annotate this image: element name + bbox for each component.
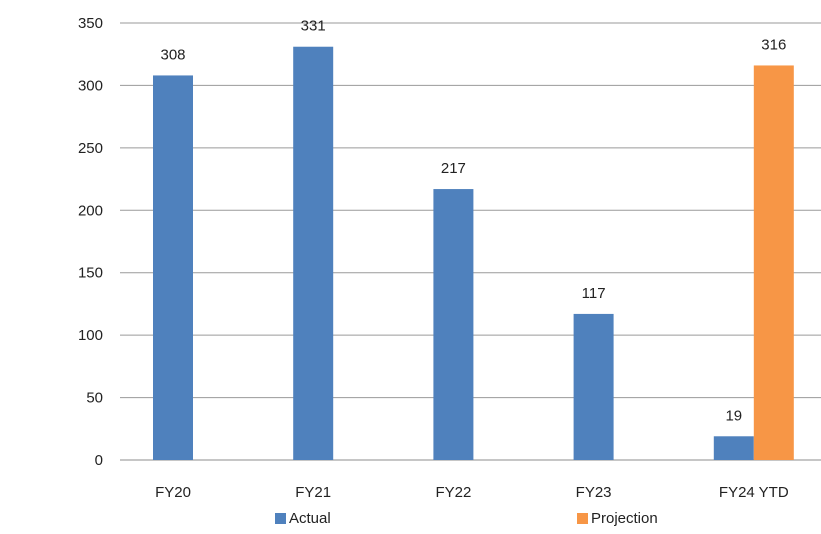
data-label-actual-fy21: 331 <box>301 18 326 35</box>
bar-actual-fy20 <box>153 75 193 460</box>
y-tick-label-0: 0 <box>95 452 103 469</box>
y-tick-label-300: 300 <box>78 77 103 94</box>
bar-actual-fy22 <box>433 189 474 460</box>
data-label-actual-fy20: 308 <box>160 46 185 63</box>
y-tick-label-200: 200 <box>78 202 103 219</box>
x-tick-label-fy21: FY21 <box>295 484 331 501</box>
legend-label-projection: Projection <box>591 510 658 527</box>
y-tick-label-350: 350 <box>78 15 103 32</box>
bar-actual-fy21 <box>293 46 334 460</box>
y-tick-label-50: 50 <box>86 390 103 407</box>
x-tick-label-fy22: FY22 <box>435 484 471 501</box>
legend-item-projection: Projection <box>577 510 658 527</box>
legend: Actual Projection <box>0 508 821 529</box>
legend-swatch-actual <box>275 513 286 524</box>
y-tick-label-250: 250 <box>78 140 103 157</box>
bar-actual-fy24-ytd <box>713 436 754 460</box>
data-label-projection-fy24-ytd: 316 <box>761 36 786 53</box>
legend-swatch-projection <box>577 513 588 524</box>
x-tick-label-fy24-ytd: FY24 YTD <box>719 484 789 501</box>
bar-projection-fy24-ytd <box>753 65 794 461</box>
y-tick-label-150: 150 <box>78 265 103 282</box>
x-tick-label-fy23: FY23 <box>576 484 612 501</box>
y-tick-label-100: 100 <box>78 327 103 344</box>
data-label-actual-fy22: 217 <box>441 160 466 177</box>
legend-label-actual: Actual <box>289 510 331 527</box>
legend-item-actual: Actual <box>275 510 331 527</box>
data-label-actual-fy23: 117 <box>582 285 606 302</box>
data-label-actual-fy24-ytd: 19 <box>725 407 742 424</box>
bar-actual-fy23 <box>573 313 614 460</box>
x-tick-label-fy20: FY20 <box>155 484 191 501</box>
